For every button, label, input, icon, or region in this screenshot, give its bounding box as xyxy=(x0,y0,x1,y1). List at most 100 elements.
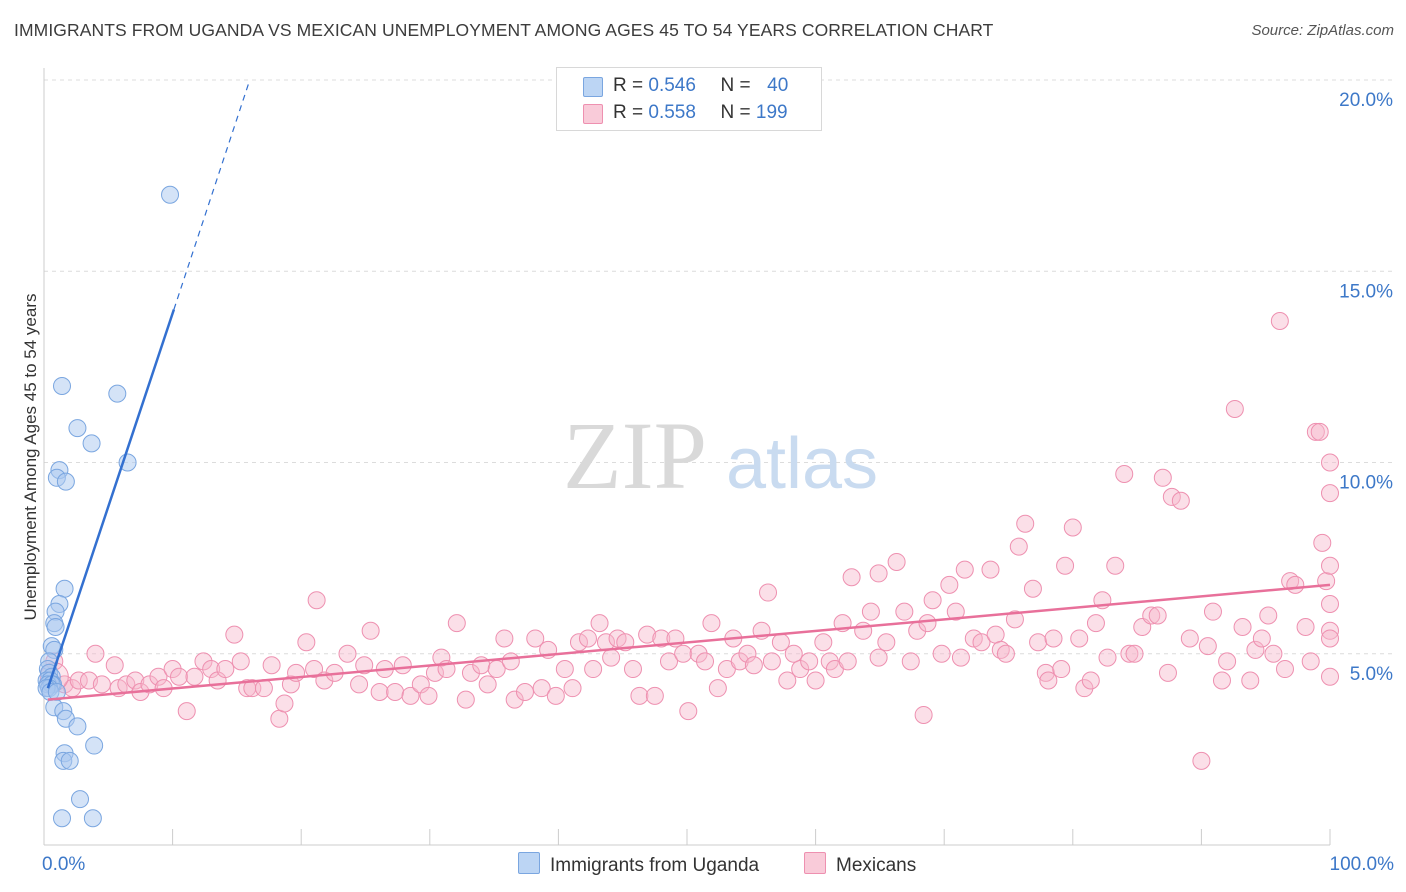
mexicans-point xyxy=(194,652,213,671)
mexicans-point xyxy=(386,683,405,701)
legend-n-label: N = xyxy=(720,102,751,123)
uganda-point xyxy=(53,377,72,395)
mexicans-point xyxy=(126,671,145,690)
mexicans-point xyxy=(1098,648,1117,667)
mexicans-point xyxy=(1016,514,1035,533)
mexicans-point xyxy=(1218,652,1237,671)
mexicans-point xyxy=(1321,621,1339,640)
mexicans-point xyxy=(1313,533,1332,552)
mexicans-point xyxy=(270,709,289,728)
legend-mexicans-r: 0.558 xyxy=(648,102,696,123)
mexicans-point xyxy=(170,667,189,686)
mexicans-point xyxy=(1296,617,1315,636)
uganda-point xyxy=(53,809,72,828)
mexicans-point xyxy=(393,656,412,675)
mexicans-point xyxy=(275,694,294,713)
mexicans-point xyxy=(216,660,235,679)
mexicans-point xyxy=(1264,644,1283,663)
mexicans-point xyxy=(297,633,316,652)
mexicans-point xyxy=(149,667,168,686)
mexicans-point xyxy=(869,648,888,667)
mexicans-point xyxy=(1180,629,1199,648)
uganda-point xyxy=(60,751,79,770)
mexicans-point xyxy=(1009,537,1028,556)
mexicans-point xyxy=(1321,667,1339,686)
x-tick-label: 0.0% xyxy=(42,854,85,875)
mexicans-point xyxy=(419,686,438,705)
mexicans-point xyxy=(92,675,111,694)
uganda-point xyxy=(83,809,102,828)
mexicans-trend-line xyxy=(47,583,1331,701)
legend-uganda-n: 40 xyxy=(767,75,789,96)
mexicans-point xyxy=(1086,614,1105,633)
mexicans-point xyxy=(1005,610,1024,629)
mexicans-point xyxy=(1171,491,1190,510)
mexicans-point xyxy=(401,686,420,705)
mexicans-point xyxy=(1212,671,1231,690)
mexicans-point xyxy=(679,702,698,721)
mexicans-point xyxy=(1056,556,1075,575)
watermark-atlas: atlas xyxy=(726,424,878,504)
mexicans-point xyxy=(532,679,551,698)
mexicans-point xyxy=(1286,575,1305,594)
mexicans-point xyxy=(702,614,721,633)
mexicans-point xyxy=(838,652,857,671)
bottom-legend-swatch-uganda xyxy=(518,852,540,874)
legend-uganda-r: 0.546 xyxy=(648,75,696,96)
mexicans-point xyxy=(1070,629,1089,648)
mexicans-point xyxy=(461,663,480,682)
uganda-point xyxy=(55,579,74,598)
mexicans-point xyxy=(659,652,678,671)
tick-labels: 5.0% 10.0% 15.0% 20.0% 0.0% 100.0% xyxy=(42,90,1394,875)
mexicans-point xyxy=(738,644,757,663)
mexicans-point xyxy=(1125,644,1144,663)
y-axis-label: Unemployment Among Ages 45 to 54 years xyxy=(21,293,40,621)
mexicans-point xyxy=(305,660,324,679)
y-tick-label: 10.0% xyxy=(1339,473,1393,494)
grid-lines xyxy=(44,79,1392,655)
mexicans-point xyxy=(895,602,914,621)
mexicans-point xyxy=(370,683,389,701)
y-tick-label: 20.0% xyxy=(1339,90,1393,111)
mexicans-point xyxy=(877,633,896,652)
legend-swatch-uganda xyxy=(583,77,603,97)
uganda-point xyxy=(71,790,90,809)
mexicans-point xyxy=(254,679,273,698)
mexicans-point xyxy=(1115,464,1134,483)
mexicans-point xyxy=(1044,629,1063,648)
mexicans-point xyxy=(1162,487,1181,506)
mexicans-point xyxy=(791,660,810,679)
legend-r-label: R = xyxy=(613,75,644,96)
mexicans-point xyxy=(759,583,778,602)
uganda-trend-extension xyxy=(173,79,251,310)
mexicans-point xyxy=(432,648,451,667)
mexicans-point xyxy=(447,614,466,633)
mexicans-point xyxy=(744,656,763,675)
mexicans-point xyxy=(338,644,357,663)
mexicans-point xyxy=(69,671,88,690)
uganda-points xyxy=(37,185,180,828)
mexicans-point xyxy=(1321,629,1339,648)
chart-title: IMMIGRANTS FROM UGANDA VS MEXICAN UNEMPL… xyxy=(14,20,994,40)
mexicans-point xyxy=(225,625,244,644)
mexicans-point xyxy=(901,652,920,671)
watermark: ZIP atlas xyxy=(563,402,878,509)
uganda-point xyxy=(68,717,87,736)
mexicans-point xyxy=(638,625,657,644)
mexicans-point xyxy=(955,560,974,579)
mexicans-point xyxy=(800,652,819,671)
mexicans-point xyxy=(350,675,369,694)
mexicans-point xyxy=(645,686,664,705)
mexicans-point xyxy=(1158,663,1177,682)
mexicans-point xyxy=(1321,556,1339,575)
mexicans-point xyxy=(1310,422,1329,441)
mexicans-point xyxy=(1241,671,1260,690)
mexicans-point xyxy=(674,644,693,663)
mexicans-point xyxy=(932,644,951,663)
source-label: Source: ZipAtlas.com xyxy=(1251,22,1394,39)
legend-r-label: R = xyxy=(613,102,644,123)
mexicans-point xyxy=(1039,671,1058,690)
mexicans-point xyxy=(806,671,825,690)
mexicans-point xyxy=(1321,484,1339,503)
